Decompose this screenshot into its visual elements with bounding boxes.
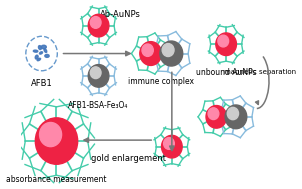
Ellipse shape [35, 55, 38, 59]
Ellipse shape [37, 58, 40, 61]
Text: gold enlargement: gold enlargement [91, 154, 166, 163]
Ellipse shape [41, 45, 46, 49]
Ellipse shape [33, 50, 38, 52]
Ellipse shape [142, 44, 153, 56]
Ellipse shape [225, 105, 247, 129]
Ellipse shape [40, 52, 43, 54]
Ellipse shape [227, 107, 239, 120]
Ellipse shape [164, 138, 174, 149]
Text: magnetic separation: magnetic separation [224, 69, 296, 75]
Text: AFB1: AFB1 [31, 79, 53, 88]
Ellipse shape [218, 35, 229, 47]
Ellipse shape [38, 46, 41, 50]
Ellipse shape [160, 41, 183, 66]
Text: Ab-AuNPs: Ab-AuNPs [100, 10, 141, 19]
Ellipse shape [140, 42, 162, 65]
Ellipse shape [88, 14, 109, 37]
Ellipse shape [90, 67, 101, 79]
Ellipse shape [88, 65, 109, 87]
Ellipse shape [208, 108, 219, 120]
Text: immune complex: immune complex [128, 77, 194, 86]
Ellipse shape [206, 105, 227, 128]
Ellipse shape [162, 135, 182, 158]
Text: AFB1-BSA-Fe₃O₄: AFB1-BSA-Fe₃O₄ [68, 101, 129, 110]
Ellipse shape [45, 54, 49, 57]
Ellipse shape [90, 17, 101, 28]
Text: absorbance measurement: absorbance measurement [6, 175, 107, 184]
Text: unbound AuNPs: unbound AuNPs [196, 68, 256, 77]
Ellipse shape [162, 43, 174, 57]
Ellipse shape [40, 122, 62, 147]
Ellipse shape [35, 118, 78, 164]
Ellipse shape [44, 49, 47, 52]
Ellipse shape [26, 36, 57, 71]
Ellipse shape [216, 33, 236, 56]
